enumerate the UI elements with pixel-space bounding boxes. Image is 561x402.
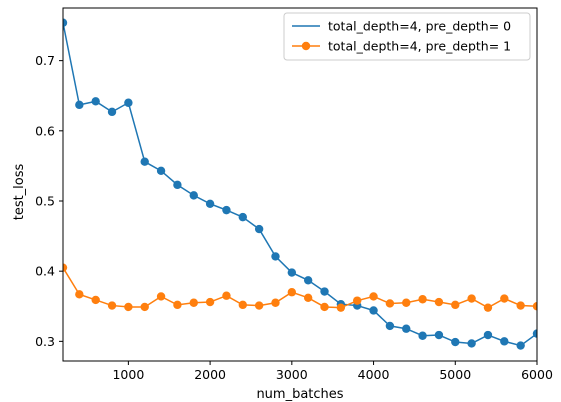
series-1-point <box>107 107 117 117</box>
y-tick-label: 0.5 <box>35 193 55 208</box>
x-tick-label: 1000 <box>112 367 144 382</box>
x-tick-label: 2000 <box>194 367 226 382</box>
legend-label: total_depth=4, pre_depth= 1 <box>328 39 511 54</box>
series-1-point <box>91 97 100 106</box>
series-2-point <box>402 298 411 307</box>
series-2-point <box>156 292 166 301</box>
series-1-point <box>222 205 231 215</box>
series-1-point <box>271 252 280 261</box>
x-tick-label: 3000 <box>276 367 308 382</box>
series-2-point <box>303 293 313 303</box>
series-2-point <box>63 263 68 272</box>
series-1-point <box>63 18 68 27</box>
series-1-point <box>500 337 509 346</box>
series-1-point <box>418 331 427 340</box>
series-2-point <box>140 302 149 312</box>
series-2-point <box>320 302 329 312</box>
series-2-point <box>483 303 493 312</box>
series-1-point <box>451 337 460 347</box>
legend-item-2: total_depth=4, pre_depth= 1 <box>292 39 511 54</box>
series-1-point <box>156 166 166 176</box>
series-1-point <box>402 324 411 333</box>
series-2-point <box>205 297 215 307</box>
y-tick-label: 0.7 <box>35 53 55 68</box>
series-2-point <box>107 301 117 310</box>
y-tick-label: 0.6 <box>35 123 55 138</box>
plot-frame <box>62 7 538 362</box>
series-layer <box>63 18 537 350</box>
series-2-point <box>271 298 280 307</box>
series-2-point <box>222 291 231 300</box>
series-1-point <box>189 191 198 200</box>
y-tick-label: 0.3 <box>35 334 55 349</box>
series-2-point <box>369 292 378 301</box>
series-1-point <box>75 100 84 110</box>
series-2-point <box>353 296 362 305</box>
series-1-point <box>516 341 525 350</box>
y-tick-label: 0.4 <box>35 264 55 279</box>
legend-swatch-marker <box>301 41 311 51</box>
series-1-point <box>369 306 378 315</box>
series-2-point <box>467 294 476 303</box>
series-2 <box>63 263 537 312</box>
series-1-point <box>287 268 297 277</box>
series-1-point <box>254 224 264 234</box>
x-tick-label: 6000 <box>521 367 553 382</box>
series-1-point <box>434 330 444 340</box>
series-1-point <box>140 157 149 166</box>
legend-label: total_depth=4, pre_depth= 0 <box>328 19 511 34</box>
series-1 <box>63 18 537 350</box>
series-2-point <box>451 300 460 310</box>
series-2-point <box>189 298 198 307</box>
series-1-point <box>238 212 247 222</box>
series-1-point <box>124 98 133 107</box>
series-2-point <box>500 294 509 303</box>
series-1-point <box>467 339 476 348</box>
series-1-point <box>205 199 215 208</box>
series-1-point <box>173 180 182 190</box>
x-axis-label: num_batches <box>256 387 343 402</box>
series-2-point <box>238 300 247 310</box>
series-2-point <box>124 302 133 312</box>
series-2-point <box>75 290 84 299</box>
series-2-point <box>434 297 444 307</box>
series-1-point <box>385 321 395 331</box>
legend-box <box>283 12 531 61</box>
axes-layer: 1000 2000 3000 4000 5000 6000 0.3 0.4 0.5 0.6 0.7 <box>35 7 553 382</box>
legend: total_depth=4, pre_depth= 0 total_depth=4… <box>283 12 531 61</box>
series-1-point <box>532 329 537 338</box>
series-2-point <box>91 295 100 305</box>
series-1-point <box>320 287 329 296</box>
series-2-point <box>532 302 537 311</box>
series-2-point <box>287 288 297 297</box>
series-2-point <box>336 303 346 312</box>
x-tick-label: 4000 <box>358 367 390 382</box>
series-2-point <box>418 295 427 304</box>
legend-item-1: total_depth=4, pre_depth= 0 <box>292 19 511 34</box>
series-2-point <box>385 299 395 308</box>
series-2-point <box>254 301 264 310</box>
series-1-point <box>483 330 493 340</box>
series-2-point <box>516 301 525 310</box>
x-tick-label: 5000 <box>439 367 471 382</box>
series-2-point <box>173 300 182 310</box>
series-1-point <box>303 276 313 285</box>
y-axis-label: test_loss <box>12 163 27 220</box>
